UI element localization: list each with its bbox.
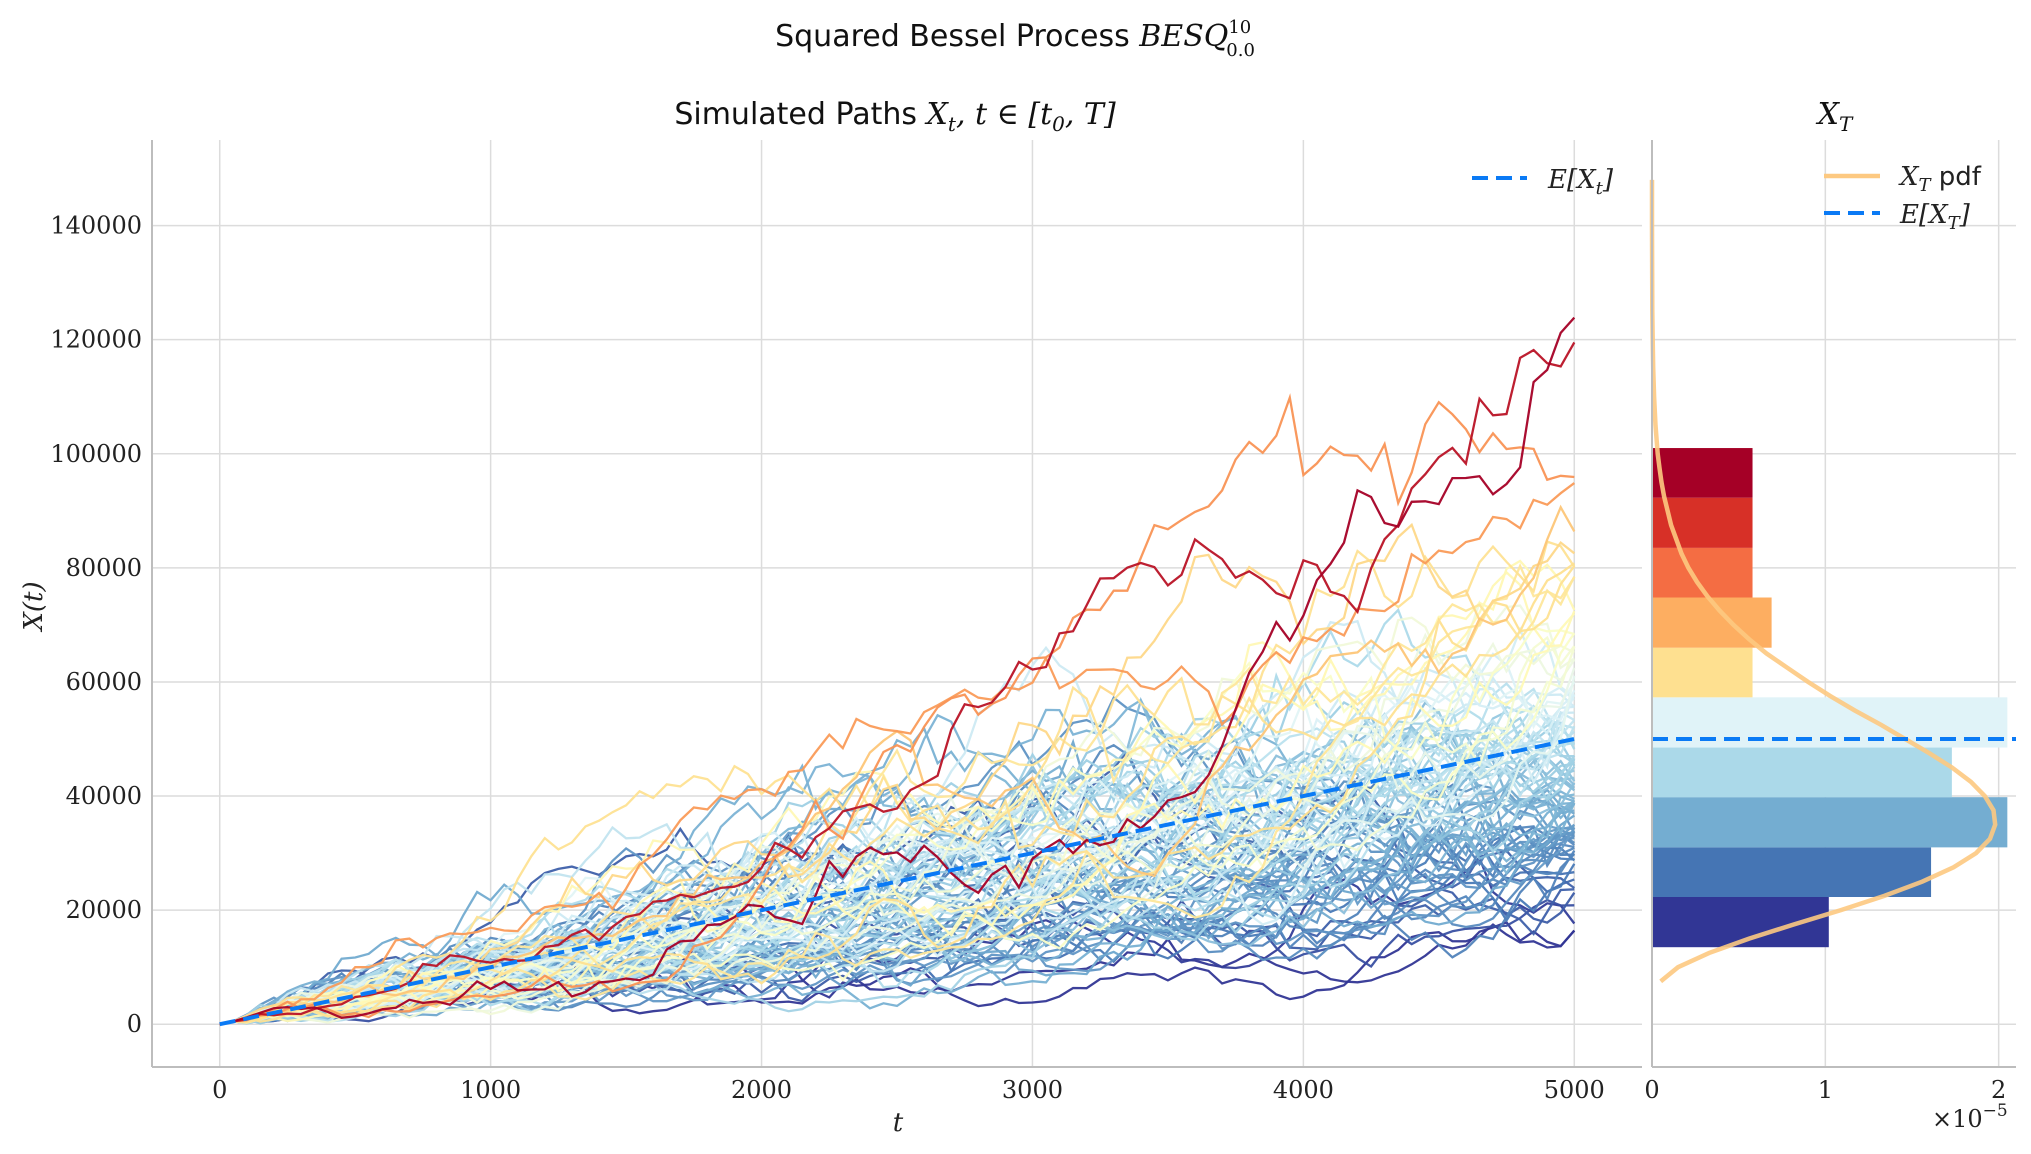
x-tick-label: 2000: [731, 1076, 792, 1104]
distribution-legend: XT pdf E[XT]: [1824, 162, 1982, 234]
sample-path: [219, 694, 1576, 1026]
y-tick-label: 60000: [66, 668, 142, 696]
x-tick-label: 5000: [1544, 1076, 1605, 1104]
x-tick-label: 1: [1818, 1076, 1833, 1104]
sample-path: [219, 711, 1575, 1026]
x-tick-label: 2: [1991, 1076, 2006, 1104]
paths-x-ticks: 0 1000 2000 3000 4000 5000: [212, 1076, 1605, 1104]
y-tick-label: 40000: [66, 782, 142, 810]
paths-legend: E[Xt]: [1472, 165, 1614, 199]
x-tick-label: 3000: [1002, 1076, 1063, 1104]
y-tick-label: 20000: [66, 896, 142, 924]
sample-path: [219, 562, 1576, 1026]
histogram-bar: [1652, 797, 2008, 848]
legend-mean-label: E[Xt]: [1547, 165, 1614, 199]
sample-path: [219, 678, 1575, 1026]
legend-pdf-label: XT pdf: [1898, 162, 1982, 196]
histogram-bar: [1652, 847, 1932, 898]
sample-path: [219, 789, 1575, 1026]
paths-x-label: t: [893, 1108, 904, 1138]
y-tick-label: 140000: [50, 212, 142, 240]
figure-title-prefix: Squared Bessel Process: [775, 19, 1130, 54]
distribution-offset-text: ×10−5: [1932, 1101, 2008, 1133]
histogram-bar: [1652, 448, 1753, 498]
sample-path: [219, 632, 1576, 1026]
sample-path: [219, 482, 1575, 1026]
y-tick-label: 120000: [50, 326, 142, 354]
x-tick-label: 0: [212, 1076, 227, 1104]
histogram-bar: [1652, 747, 1952, 798]
paths-y-label: X(t): [19, 581, 49, 632]
mean-line: [219, 737, 1575, 1027]
sample-path: [219, 667, 1576, 1026]
simulated-paths: [219, 316, 1576, 1026]
sample-path: [219, 565, 1576, 1026]
y-tick-label: 100000: [50, 440, 142, 468]
figure-title-sup: 10: [1228, 17, 1251, 38]
terminal-distribution-panel: 0 1 2 XT ×10−5 XT pdf E[XT]: [1644, 97, 2016, 1133]
paths-grid: [152, 140, 1642, 1067]
sample-path: [219, 341, 1576, 1026]
y-tick-label: 80000: [66, 554, 142, 582]
sample-path: [219, 616, 1575, 1026]
sample-path: [219, 710, 1575, 1026]
x-tick-label: 4000: [1273, 1076, 1334, 1104]
x-tick-label: 1000: [460, 1076, 521, 1104]
y-tick-label: 0: [127, 1010, 142, 1038]
distribution-x-ticks: 0 1 2: [1644, 1076, 2006, 1104]
figure-title-sub: 0.0: [1226, 40, 1255, 61]
distribution-panel-title: XT: [1816, 97, 1854, 136]
sample-path: [219, 316, 1576, 1026]
legend-terminal-mean-label: E[XT]: [1899, 200, 1971, 234]
pdf-curve: [1649, 179, 1998, 984]
sample-path: [219, 393, 1575, 1026]
figure-title-math: BESQ: [1138, 19, 1228, 54]
paths-y-ticks: 0 20000 40000 60000 80000 100000 120000 140000: [50, 212, 142, 1039]
x-tick-label: 0: [1644, 1076, 1659, 1104]
paths-panel: 0 1000 2000 3000 4000 5000 0 20000 40000 60000 80…: [19, 97, 1642, 1138]
paths-panel-title: Simulated Paths Xt, t ∈ [t0, T]: [674, 97, 1116, 136]
sample-path: [219, 576, 1576, 1026]
figure-title: Squared Bessel Process BESQ10 0.0: [775, 17, 1255, 61]
histogram-bar: [1652, 647, 1753, 698]
